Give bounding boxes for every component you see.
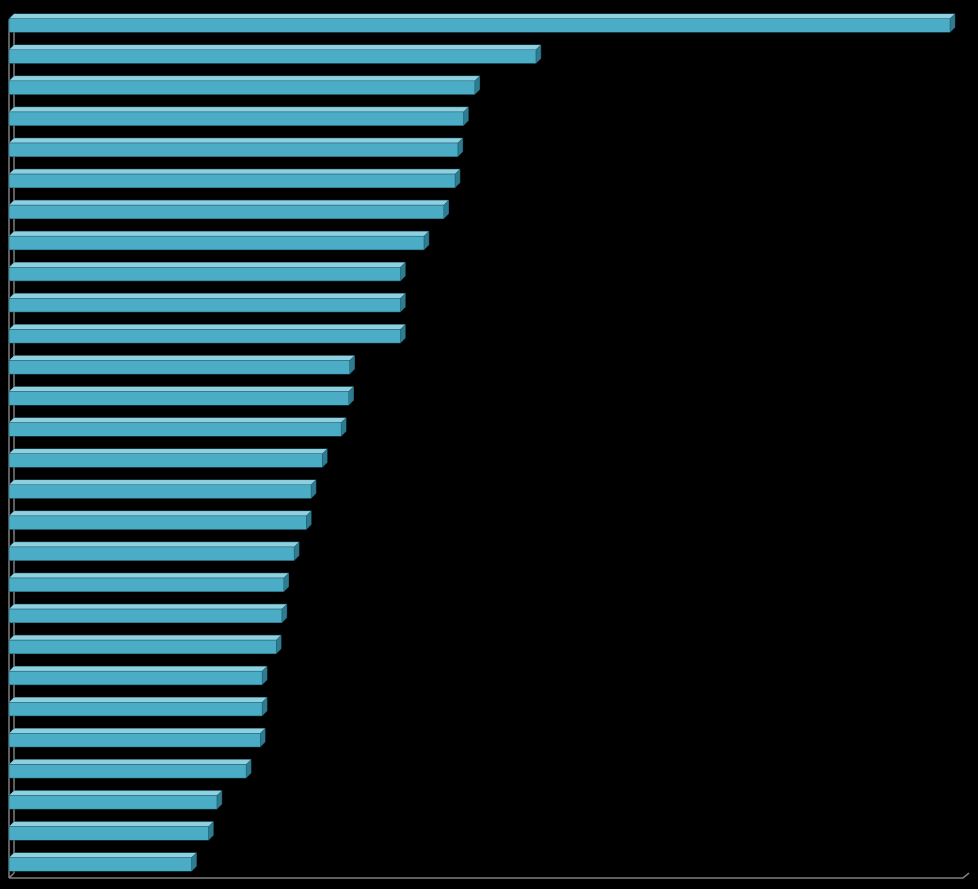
bar [8, 541, 300, 562]
bar-front-face [8, 453, 323, 468]
bar-top-face [8, 106, 470, 113]
bar [8, 758, 252, 779]
bar-top-face [8, 355, 356, 361]
bar-front-face [8, 608, 283, 623]
bar-front-face [8, 360, 350, 375]
bar [8, 13, 956, 33]
bar-front-face [8, 267, 401, 282]
bar [8, 292, 407, 313]
bar-top-face [8, 137, 464, 144]
bar-front-face [8, 173, 456, 188]
bar [8, 510, 312, 531]
bar-top-face [8, 541, 300, 548]
bar-front-face [8, 670, 263, 686]
bar-top-face [8, 324, 407, 330]
bar-top-face [8, 293, 407, 299]
bar-front-face [8, 857, 192, 872]
bar-front-face [8, 577, 285, 592]
bar-top-face [8, 44, 542, 51]
bar-top-face [8, 13, 956, 19]
x-axis-floor [9, 872, 970, 879]
bar-front-face [8, 142, 459, 157]
bar-front-face [8, 111, 464, 126]
bar-front-face [8, 826, 209, 841]
bar-front-face [8, 204, 444, 220]
bar-front-face [8, 298, 401, 313]
bar-front-face [8, 639, 277, 655]
bar-top-face [8, 572, 290, 579]
bar [8, 137, 464, 158]
bars-layer [8, 13, 956, 872]
bar [8, 665, 268, 686]
bar-top-face [8, 634, 282, 641]
bar-top-face [8, 759, 252, 765]
bar-front-face [8, 702, 263, 717]
bar [8, 168, 461, 189]
bar-top-face [8, 199, 450, 206]
bar [8, 261, 407, 282]
bar [8, 75, 481, 96]
bar-front-face [8, 422, 342, 437]
bar-top-face [8, 728, 266, 734]
bar-top-face [8, 479, 317, 486]
bar-top-face [8, 790, 223, 796]
bar-front-face [8, 484, 312, 499]
bar-front-face [8, 18, 951, 33]
bar-front-face [8, 546, 295, 561]
bar-top-face [8, 262, 407, 268]
bar-top-face [8, 665, 268, 672]
bar [8, 634, 282, 655]
bar-front-face [8, 235, 425, 251]
bar [8, 448, 328, 468]
bar-front-face [8, 49, 537, 64]
bar [8, 323, 407, 344]
bar-front-face [8, 329, 401, 344]
bar-top-face [8, 697, 268, 703]
bar-top-face [8, 852, 198, 858]
bar-top-face [8, 168, 461, 175]
bar [8, 727, 266, 748]
bar-front-face [8, 391, 349, 406]
bar-top-face [8, 821, 215, 827]
bar-front-face [8, 764, 247, 779]
bar-top-face [8, 510, 312, 517]
bar [8, 820, 215, 841]
axis-corner [8, 872, 15, 879]
bar [8, 106, 470, 127]
bar-top-face [8, 75, 481, 82]
bar [8, 230, 430, 251]
bar [8, 603, 288, 624]
bar [8, 789, 223, 810]
bar [8, 852, 198, 872]
bar-top-face [8, 386, 355, 392]
bar [8, 44, 542, 65]
bar-front-face [8, 733, 261, 748]
bar-top-face [8, 230, 430, 237]
bar [8, 417, 347, 437]
bar-top-face [8, 417, 347, 423]
bar [8, 696, 268, 717]
bar-front-face [8, 795, 218, 810]
bar-front-face [8, 80, 476, 95]
bar-front-face [8, 515, 307, 530]
bar-top-face [8, 448, 328, 454]
bar [8, 385, 355, 406]
bar [8, 479, 317, 500]
bar [8, 199, 450, 220]
bar [8, 572, 290, 593]
bar-top-face [8, 603, 288, 610]
bar [8, 354, 356, 375]
